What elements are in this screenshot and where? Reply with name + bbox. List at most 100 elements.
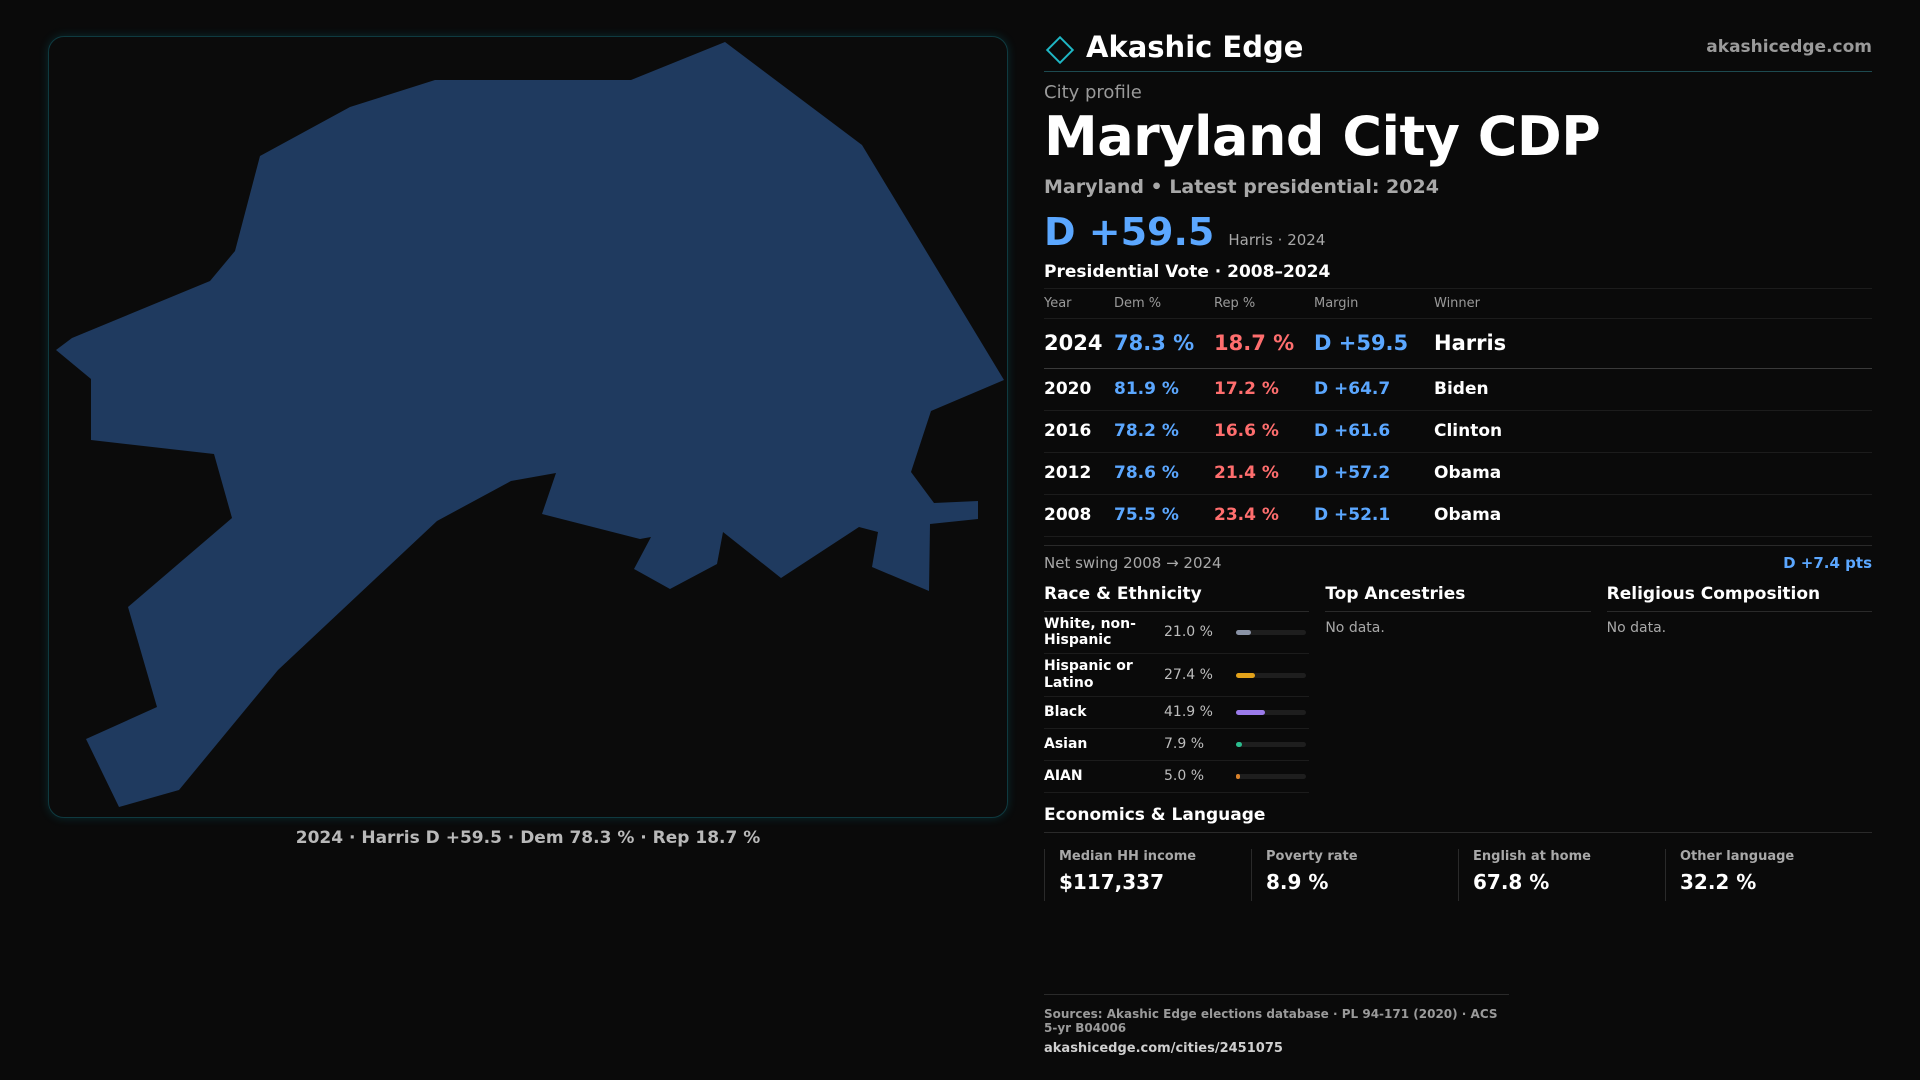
race-bar [1236, 741, 1306, 747]
econ-value: 32.2 % [1680, 869, 1757, 894]
brand[interactable]: Akashic Edge [1044, 30, 1303, 64]
cell-margin: D +59.5 [1314, 318, 1434, 369]
econ-label: Other language [1680, 848, 1795, 864]
econ-value: $117,337 [1059, 869, 1165, 894]
map-caption: 2024 · Harris D +59.5 · Dem 78.3 % · Rep… [295, 828, 761, 848]
headline-meta: Harris · 2024 [1228, 230, 1326, 249]
race-name: AIAN [1044, 767, 1083, 784]
header-margin: Margin [1314, 287, 1434, 319]
race-name: White, non-Hispanic [1044, 615, 1136, 649]
econ-label: English at home [1473, 848, 1591, 864]
race-pct: 5.0 % [1164, 768, 1205, 785]
headline: D +59.5 Harris · 2024 [1044, 210, 1872, 254]
diamond-icon [1045, 35, 1075, 64]
race-name: Asian [1044, 735, 1088, 752]
footer-url[interactable]: akashicedge.com/cities/2451075 [1044, 1041, 1283, 1056]
race-bar-fill [1236, 709, 1266, 715]
table-row: 2008 75.5 % 23.4 % D +52.1 Obama [1044, 494, 1872, 537]
cell-winner: Obama [1434, 452, 1872, 495]
ancestries-empty: No data. [1325, 619, 1385, 636]
header-dem: Dem % [1114, 287, 1214, 319]
race-pct: 7.9 % [1164, 736, 1205, 753]
kicker: City profile [1044, 82, 1142, 103]
city-boundary-map [56, 42, 1004, 807]
cell-dem: 78.6 % [1114, 452, 1214, 495]
race-bar [1236, 773, 1306, 779]
econ-value: 8.9 % [1266, 869, 1329, 894]
religion-empty: No data. [1606, 619, 1667, 636]
econ-label: Median HH income [1059, 848, 1197, 864]
cell-dem: 78.3 % [1114, 318, 1214, 369]
cell-year: 2016 [1044, 410, 1114, 453]
race-pct: 27.4 % [1164, 667, 1213, 684]
cell-dem: 81.9 % [1114, 368, 1214, 411]
cell-year: 2024 [1044, 318, 1114, 369]
econ-other-language: Other language 32.2 % [1665, 848, 1872, 901]
cell-winner: Harris [1434, 318, 1872, 369]
table-header-row: Year Dem % Rep % Margin Winner [1044, 287, 1872, 319]
cell-rep: 18.7 % [1214, 318, 1314, 369]
religion-section: Religious Composition No data. [1606, 584, 1872, 793]
econ-english-home: English at home 67.8 % [1458, 848, 1665, 901]
cell-margin: D +52.1 [1314, 494, 1434, 537]
header: Akashic Edge akashicedge.com [1044, 30, 1872, 72]
ancestries-section: Top Ancestries No data. [1325, 584, 1591, 793]
race-name: Black [1044, 703, 1087, 720]
race-pct: 21.0 % [1164, 624, 1213, 641]
demographics-columns: Race & Ethnicity White, non-Hispanic 21.0… [1044, 584, 1872, 793]
cell-year: 2020 [1044, 368, 1114, 411]
header-rep: Rep % [1214, 287, 1314, 319]
race-bar-fill [1236, 773, 1240, 779]
cell-year: 2012 [1044, 452, 1114, 495]
net-swing: Net swing 2008 → 2024 D +7.4 pts [1044, 544, 1872, 572]
race-pct: 41.9 % [1164, 704, 1213, 721]
page-title: Maryland City CDP [1044, 105, 1601, 168]
race-bar-fill [1236, 672, 1256, 678]
swing-label: Net swing 2008 → 2024 [1044, 553, 1222, 572]
swing-value: D +7.4 pts [1783, 553, 1872, 572]
table-row: 2016 78.2 % 16.6 % D +61.6 Clinton [1044, 410, 1872, 453]
race-name: Hispanic or Latino [1044, 658, 1133, 692]
race-bar [1236, 672, 1306, 678]
econ-median-income: Median HH income $117,337 [1044, 848, 1251, 901]
econ-label: Poverty rate [1266, 848, 1358, 864]
cell-dem: 78.2 % [1114, 410, 1214, 453]
race-ethnicity-section: Race & Ethnicity White, non-Hispanic 21.0… [1044, 584, 1310, 793]
footer-sources: Sources: Akashic Edge elections database… [1044, 1007, 1498, 1035]
cell-winner: Obama [1434, 494, 1872, 537]
economics-title: Economics & Language [1044, 805, 1872, 833]
ancestries-title: Top Ancestries [1325, 584, 1591, 612]
cell-margin: D +64.7 [1314, 368, 1434, 411]
cell-rep: 16.6 % [1214, 410, 1314, 453]
race-bar [1236, 709, 1306, 715]
header-year: Year [1044, 287, 1114, 319]
map-panel [48, 36, 1008, 818]
race-row: AIAN 5.0 % [1044, 761, 1310, 793]
cell-margin: D +57.2 [1314, 452, 1434, 495]
brand-name: Akashic Edge [1086, 29, 1304, 64]
race-list: White, non-Hispanic 21.0 % Hispanic or Lat… [1044, 612, 1310, 793]
site-link[interactable]: akashicedge.com [1706, 36, 1872, 57]
econ-poverty-rate: Poverty rate 8.9 % [1251, 848, 1458, 901]
cell-dem: 75.5 % [1114, 494, 1214, 537]
race-bar-fill [1236, 629, 1251, 635]
race-bar [1236, 629, 1306, 635]
city-boundary-shape [56, 42, 1004, 807]
cell-rep: 21.4 % [1214, 452, 1314, 495]
headline-margin: D +59.5 [1044, 209, 1215, 254]
cell-winner: Clinton [1434, 410, 1872, 453]
header-winner: Winner [1434, 287, 1872, 319]
cell-winner: Biden [1434, 368, 1872, 411]
race-row: Hispanic or Latino 27.4 % [1044, 654, 1310, 697]
econ-value: 67.8 % [1473, 869, 1550, 894]
subtitle: Maryland • Latest presidential: 2024 [1044, 175, 1439, 198]
race-row: White, non-Hispanic 21.0 % [1044, 612, 1310, 655]
cell-rep: 23.4 % [1214, 494, 1314, 537]
economics-grid: Median HH income $117,337 Poverty rate 8… [1044, 848, 1872, 901]
cell-year: 2008 [1044, 494, 1114, 537]
presidential-vote-table: Year Dem % Rep % Margin Winner 2024 78.3… [1044, 287, 1872, 537]
votes-section-title: Presidential Vote · 2008–2024 [1044, 261, 1331, 282]
table-row: 2020 81.9 % 17.2 % D +64.7 Biden [1044, 368, 1872, 411]
race-title: Race & Ethnicity [1044, 584, 1310, 612]
table-row: 2024 78.3 % 18.7 % D +59.5 Harris [1044, 318, 1872, 369]
